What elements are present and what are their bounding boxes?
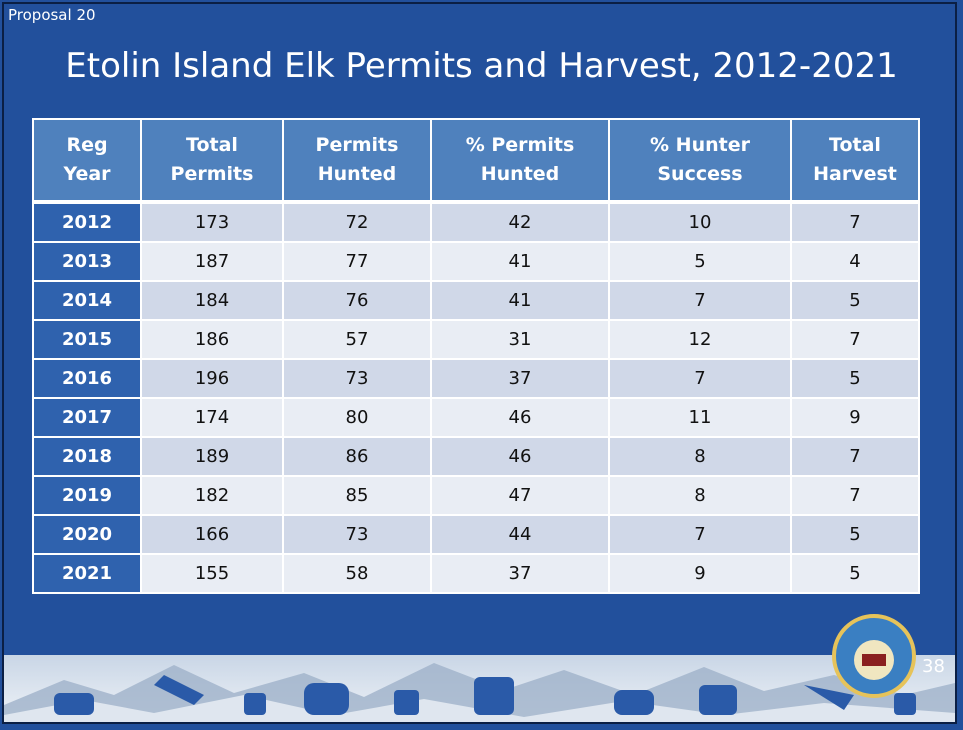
slide: Proposal 20 Etolin Island Elk Permits an… [0, 0, 963, 730]
slide-border [2, 2, 957, 724]
